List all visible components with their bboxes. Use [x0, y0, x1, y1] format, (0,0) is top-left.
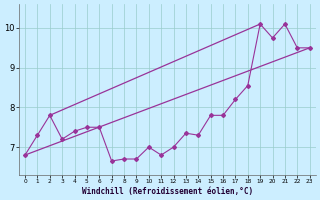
X-axis label: Windchill (Refroidissement éolien,°C): Windchill (Refroidissement éolien,°C) — [82, 187, 253, 196]
